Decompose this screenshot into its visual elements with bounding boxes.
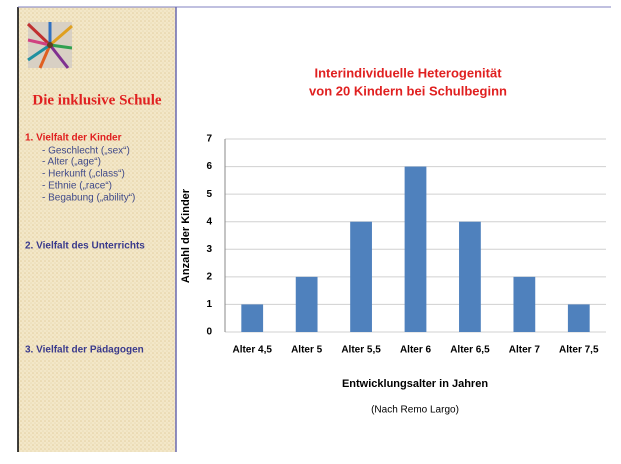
y-tick-label: 6 xyxy=(206,161,212,172)
slide: Die inklusive Schule 1. Vielfalt der Kin… xyxy=(0,0,621,459)
y-tick-label: 3 xyxy=(206,244,212,255)
section-item: - Alter („age“) xyxy=(42,157,101,168)
y-tick-label: 2 xyxy=(206,271,212,282)
bar xyxy=(568,304,590,332)
pencils-image xyxy=(28,22,72,68)
y-tick-label: 5 xyxy=(206,189,212,200)
x-tick-label: Alter 5,5 xyxy=(341,345,381,356)
bar xyxy=(513,277,535,332)
section-heading: 1. Vielfalt der Kinder xyxy=(25,133,122,144)
y-tick-label: 0 xyxy=(206,327,212,338)
y-tick-label: 7 xyxy=(206,134,212,145)
y-tick-label: 4 xyxy=(206,216,212,227)
section-heading: 3. Vielfalt der Pädagogen xyxy=(25,345,144,356)
x-tick-label: Alter 7,5 xyxy=(559,345,599,356)
x-axis-title: Entwicklungsalter in Jahren xyxy=(342,378,488,390)
bar xyxy=(405,167,427,332)
y-axis-title: Anzahl der Kinder xyxy=(180,188,192,283)
x-tick-label: Alter 5 xyxy=(291,345,323,356)
section-heading: 2. Vielfalt des Unterrichts xyxy=(25,241,145,252)
source-note: (Nach Remo Largo) xyxy=(371,405,459,416)
bar xyxy=(296,277,318,332)
chart-title: von 20 Kindern bei Schulbeginn xyxy=(309,83,507,98)
y-tick-label: 1 xyxy=(206,299,212,310)
section-item: - Begabung („ability“) xyxy=(42,193,135,204)
sidebar-title: Die inklusive Schule xyxy=(32,92,162,108)
section-item: - Ethnie („race“) xyxy=(42,181,112,192)
chart-title: Interindividuelle Heterogenität xyxy=(314,65,502,80)
bar xyxy=(459,222,481,332)
x-tick-label: Alter 6,5 xyxy=(450,345,490,356)
bar xyxy=(350,222,372,332)
x-tick-label: Alter 6 xyxy=(400,345,432,356)
x-tick-label: Alter 4,5 xyxy=(232,345,272,356)
section-item: - Geschlecht („sex“) xyxy=(42,146,130,157)
bar xyxy=(241,304,263,332)
x-tick-label: Alter 7 xyxy=(509,345,541,356)
section-item: - Herkunft („class“) xyxy=(42,169,125,180)
sidebar-background xyxy=(18,7,176,452)
